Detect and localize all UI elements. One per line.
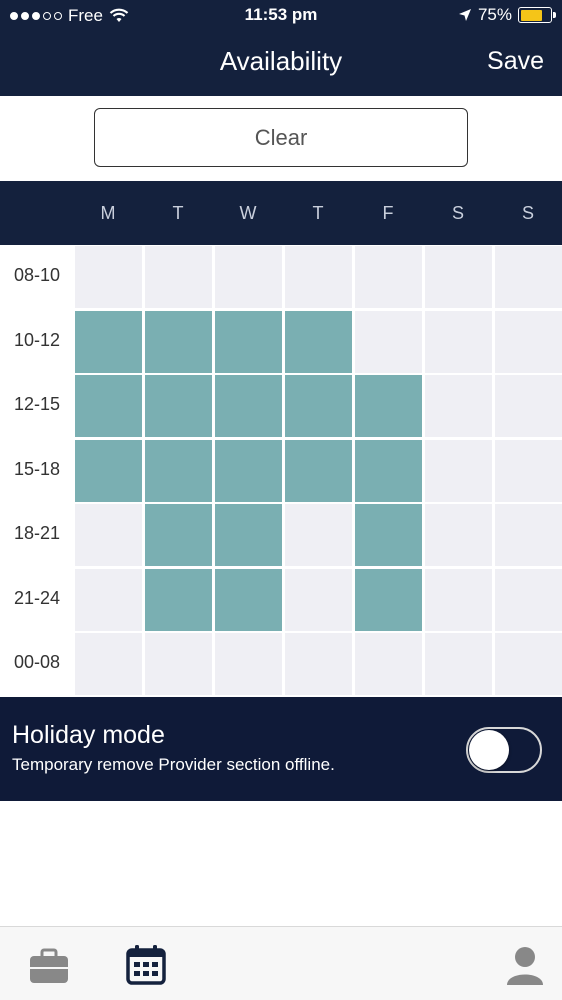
time-slot-label: 18-21 — [13, 523, 61, 543]
carrier-label: Free — [68, 6, 103, 25]
availability-cell[interactable] — [285, 504, 352, 566]
navigation-bar: Free 11:53 pm 75% Availability Save — [0, 0, 562, 96]
availability-cell[interactable] — [355, 568, 422, 631]
availability-cell[interactable] — [495, 310, 562, 373]
weekday-label: S — [521, 203, 534, 223]
location-arrow-icon — [458, 9, 471, 21]
time-slot-label: 12-15 — [13, 394, 61, 414]
availability-cell[interactable] — [285, 246, 352, 308]
toggle-knob — [469, 730, 509, 770]
battery-percent: 75% — [477, 5, 512, 24]
availability-cell[interactable] — [285, 375, 352, 437]
tab-jobs[interactable] — [27, 943, 71, 987]
weekday-label: T — [312, 203, 324, 223]
availability-cell[interactable] — [215, 246, 282, 308]
availability-cell[interactable] — [425, 375, 492, 437]
signal-strength-icon — [10, 12, 62, 20]
availability-cell[interactable] — [425, 246, 492, 308]
weekday-label: M — [100, 203, 116, 223]
availability-cell[interactable] — [215, 633, 282, 695]
availability-cell[interactable] — [495, 568, 562, 631]
availability-cell[interactable] — [75, 439, 142, 502]
availability-cell[interactable] — [145, 633, 212, 695]
wifi-icon — [109, 8, 129, 22]
clear-section: Clear — [0, 96, 562, 180]
availability-grid: 08-10 10-12 12-15 15-18 18-21 21-24 00-08 — [0, 245, 562, 697]
calendar-icon — [126, 945, 166, 985]
availability-cell[interactable] — [285, 310, 352, 373]
availability-cell[interactable] — [425, 568, 492, 631]
availability-cell[interactable] — [355, 439, 422, 502]
briefcase-icon — [30, 948, 68, 983]
availability-cell[interactable] — [75, 246, 142, 308]
availability-cell[interactable] — [145, 439, 212, 502]
tab-bar — [0, 926, 562, 1000]
availability-cell[interactable] — [495, 633, 562, 695]
availability-cell[interactable] — [355, 633, 422, 695]
availability-cell[interactable] — [495, 439, 562, 502]
availability-cell[interactable] — [425, 310, 492, 373]
availability-cell[interactable] — [355, 310, 422, 373]
availability-cell[interactable] — [285, 439, 352, 502]
weekday-label: F — [382, 203, 394, 223]
tab-profile[interactable] — [503, 943, 547, 987]
time-slot-label: 00-08 — [13, 652, 61, 672]
availability-cell[interactable] — [145, 568, 212, 631]
time-slot-label: 15-18 — [13, 458, 61, 479]
time-slot-label: 08-10 — [13, 265, 61, 285]
availability-cell[interactable] — [75, 310, 142, 373]
weekday-label: T — [172, 203, 184, 223]
battery-icon — [518, 7, 556, 23]
availability-cell[interactable] — [355, 504, 422, 566]
page-title: Availability — [219, 46, 343, 76]
holiday-mode-description: Temporary remove Provider section offlin… — [12, 755, 335, 774]
availability-cell[interactable] — [285, 633, 352, 695]
holiday-mode-section: Holiday mode Temporary remove Provider s… — [0, 697, 562, 801]
availability-cell[interactable] — [215, 568, 282, 631]
availability-cell[interactable] — [425, 504, 492, 566]
time-slot-label: 10-12 — [13, 329, 61, 350]
availability-cell[interactable] — [215, 310, 282, 373]
availability-cell[interactable] — [145, 310, 212, 373]
availability-cell[interactable] — [355, 246, 422, 308]
holiday-mode-toggle[interactable] — [466, 727, 542, 773]
availability-cell[interactable] — [75, 568, 142, 631]
availability-cell[interactable] — [75, 504, 142, 566]
clear-button[interactable]: Clear — [94, 108, 468, 167]
availability-cell[interactable] — [145, 375, 212, 437]
availability-cell[interactable] — [425, 633, 492, 695]
availability-cell[interactable] — [425, 439, 492, 502]
profile-icon — [507, 947, 543, 985]
availability-cell[interactable] — [215, 504, 282, 566]
holiday-mode-title: Holiday mode — [12, 721, 165, 749]
clock: 11:53 pm — [244, 5, 318, 24]
status-bar: Free 11:53 pm 75% — [0, 0, 562, 32]
availability-cell[interactable] — [495, 375, 562, 437]
availability-cell[interactable] — [215, 439, 282, 502]
time-slot-label: 21-24 — [13, 587, 61, 608]
save-button[interactable]: Save — [487, 47, 544, 75]
availability-cell[interactable] — [75, 375, 142, 437]
availability-cell[interactable] — [145, 246, 212, 308]
weekday-label: S — [451, 203, 464, 223]
availability-cell[interactable] — [75, 633, 142, 695]
availability-cell[interactable] — [495, 504, 562, 566]
tab-availability[interactable] — [124, 943, 168, 987]
availability-cell[interactable] — [145, 504, 212, 566]
weekday-label: W — [239, 203, 257, 223]
availability-cell[interactable] — [495, 246, 562, 308]
availability-cell[interactable] — [215, 375, 282, 437]
availability-cell[interactable] — [355, 375, 422, 437]
availability-cell[interactable] — [285, 568, 352, 631]
